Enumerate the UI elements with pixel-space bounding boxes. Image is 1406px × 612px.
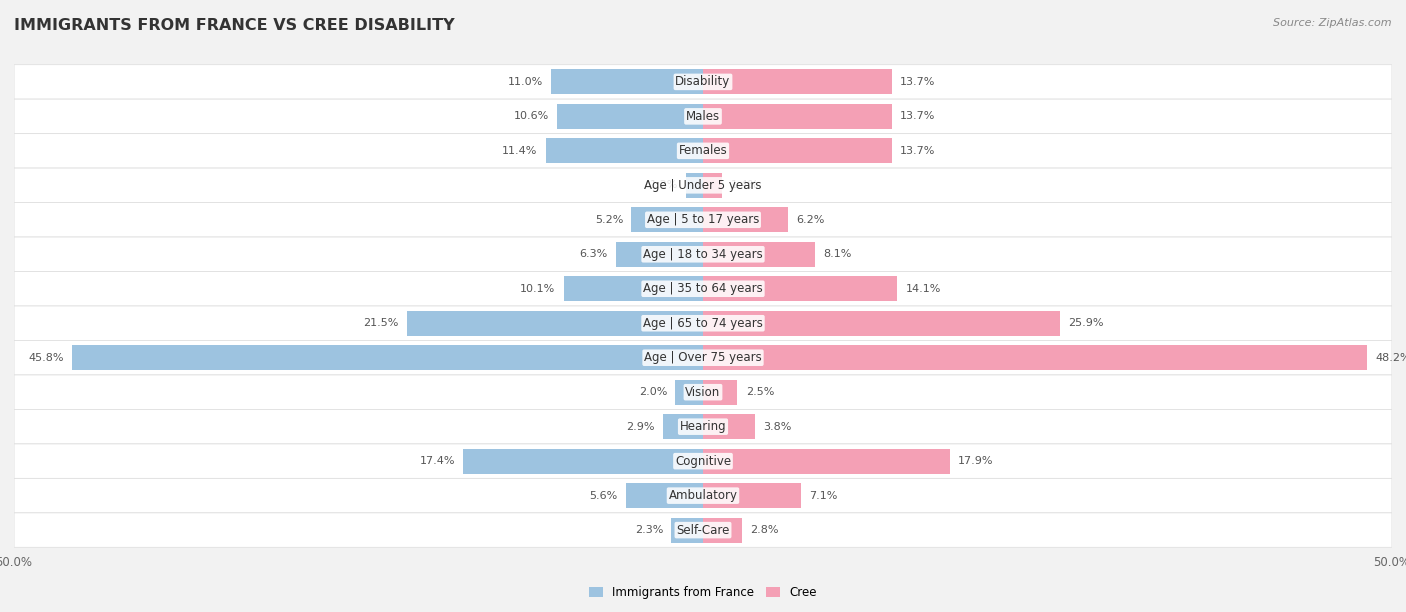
Bar bbox=[703, 173, 723, 198]
Text: 2.8%: 2.8% bbox=[749, 525, 779, 535]
Bar bbox=[675, 380, 703, 405]
Text: 3.8%: 3.8% bbox=[763, 422, 792, 431]
Text: 11.4%: 11.4% bbox=[502, 146, 537, 156]
Text: Females: Females bbox=[679, 144, 727, 157]
Text: 2.3%: 2.3% bbox=[634, 525, 664, 535]
Bar bbox=[703, 345, 1367, 370]
Text: 2.5%: 2.5% bbox=[745, 387, 775, 397]
Bar bbox=[546, 138, 703, 163]
Text: 1.4%: 1.4% bbox=[731, 181, 759, 190]
Bar bbox=[703, 449, 949, 474]
Bar bbox=[626, 483, 703, 508]
Bar bbox=[703, 414, 755, 439]
Text: 14.1%: 14.1% bbox=[905, 284, 941, 294]
Bar bbox=[463, 449, 703, 474]
Bar bbox=[703, 70, 891, 94]
Text: 17.4%: 17.4% bbox=[419, 456, 456, 466]
Text: 25.9%: 25.9% bbox=[1069, 318, 1104, 328]
Text: 5.6%: 5.6% bbox=[589, 491, 617, 501]
FancyBboxPatch shape bbox=[14, 375, 1392, 409]
Text: 13.7%: 13.7% bbox=[900, 77, 935, 87]
FancyBboxPatch shape bbox=[14, 513, 1392, 547]
Text: Age | Under 5 years: Age | Under 5 years bbox=[644, 179, 762, 192]
Bar bbox=[703, 138, 891, 163]
FancyBboxPatch shape bbox=[14, 444, 1392, 479]
Text: 6.2%: 6.2% bbox=[797, 215, 825, 225]
Text: Hearing: Hearing bbox=[679, 420, 727, 433]
Bar bbox=[406, 311, 703, 335]
Bar bbox=[703, 518, 741, 542]
Text: IMMIGRANTS FROM FRANCE VS CREE DISABILITY: IMMIGRANTS FROM FRANCE VS CREE DISABILIT… bbox=[14, 18, 454, 34]
Text: Age | 65 to 74 years: Age | 65 to 74 years bbox=[643, 317, 763, 330]
Bar bbox=[703, 104, 891, 129]
Text: 7.1%: 7.1% bbox=[808, 491, 838, 501]
Text: Age | 35 to 64 years: Age | 35 to 64 years bbox=[643, 282, 763, 295]
Bar bbox=[664, 414, 703, 439]
Text: Self-Care: Self-Care bbox=[676, 524, 730, 537]
Text: 8.1%: 8.1% bbox=[823, 249, 851, 259]
Text: 11.0%: 11.0% bbox=[508, 77, 543, 87]
FancyBboxPatch shape bbox=[14, 133, 1392, 168]
Text: 13.7%: 13.7% bbox=[900, 146, 935, 156]
Bar bbox=[703, 483, 801, 508]
Bar bbox=[671, 518, 703, 542]
FancyBboxPatch shape bbox=[14, 306, 1392, 340]
FancyBboxPatch shape bbox=[14, 340, 1392, 375]
Text: 1.2%: 1.2% bbox=[650, 181, 678, 190]
Bar bbox=[703, 207, 789, 232]
FancyBboxPatch shape bbox=[14, 272, 1392, 306]
Bar bbox=[703, 242, 814, 267]
Bar bbox=[72, 345, 703, 370]
Legend: Immigrants from France, Cree: Immigrants from France, Cree bbox=[583, 581, 823, 603]
Text: 6.3%: 6.3% bbox=[579, 249, 607, 259]
Text: 17.9%: 17.9% bbox=[957, 456, 994, 466]
FancyBboxPatch shape bbox=[14, 203, 1392, 237]
Text: Males: Males bbox=[686, 110, 720, 123]
FancyBboxPatch shape bbox=[14, 409, 1392, 444]
Text: 2.9%: 2.9% bbox=[626, 422, 655, 431]
Text: Cognitive: Cognitive bbox=[675, 455, 731, 468]
Bar bbox=[686, 173, 703, 198]
Text: 10.1%: 10.1% bbox=[520, 284, 555, 294]
Text: 10.6%: 10.6% bbox=[513, 111, 548, 121]
Text: Age | Over 75 years: Age | Over 75 years bbox=[644, 351, 762, 364]
FancyBboxPatch shape bbox=[14, 479, 1392, 513]
FancyBboxPatch shape bbox=[14, 99, 1392, 133]
Text: 21.5%: 21.5% bbox=[363, 318, 398, 328]
FancyBboxPatch shape bbox=[14, 65, 1392, 99]
Text: Age | 18 to 34 years: Age | 18 to 34 years bbox=[643, 248, 763, 261]
Text: 2.0%: 2.0% bbox=[638, 387, 668, 397]
Bar bbox=[703, 277, 897, 301]
Text: Source: ZipAtlas.com: Source: ZipAtlas.com bbox=[1274, 18, 1392, 28]
Text: Vision: Vision bbox=[685, 386, 721, 398]
Bar bbox=[564, 277, 703, 301]
Bar bbox=[557, 104, 703, 129]
Text: Age | 5 to 17 years: Age | 5 to 17 years bbox=[647, 214, 759, 226]
FancyBboxPatch shape bbox=[14, 237, 1392, 272]
Text: 45.8%: 45.8% bbox=[28, 353, 63, 363]
Bar bbox=[616, 242, 703, 267]
Bar bbox=[703, 380, 738, 405]
Bar bbox=[703, 311, 1060, 335]
Text: Disability: Disability bbox=[675, 75, 731, 88]
Text: Ambulatory: Ambulatory bbox=[668, 489, 738, 502]
Bar bbox=[631, 207, 703, 232]
Bar bbox=[551, 70, 703, 94]
Text: 13.7%: 13.7% bbox=[900, 111, 935, 121]
Text: 48.2%: 48.2% bbox=[1375, 353, 1406, 363]
Text: 5.2%: 5.2% bbox=[595, 215, 623, 225]
FancyBboxPatch shape bbox=[14, 168, 1392, 203]
